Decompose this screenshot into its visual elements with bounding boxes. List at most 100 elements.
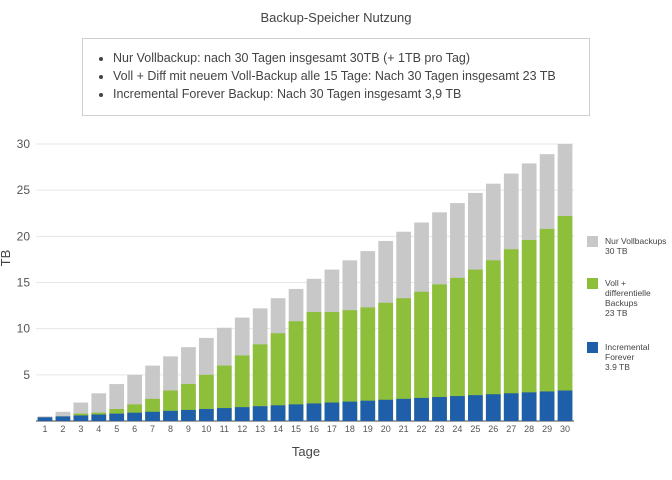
bar <box>503 249 519 421</box>
x-tick-label: 29 <box>542 424 552 434</box>
bar <box>414 397 429 421</box>
x-tick-label: 12 <box>237 424 247 434</box>
bar <box>342 401 358 421</box>
note-item: Incremental Forever Backup: Nach 30 Tage… <box>113 85 589 103</box>
y-tick-label: 10 <box>17 322 31 336</box>
bar <box>324 312 340 421</box>
bar <box>73 415 89 421</box>
chart-title: Backup-Speicher Nutzung <box>260 10 411 25</box>
bar <box>270 405 286 421</box>
y-axis-label: TB <box>0 250 13 267</box>
bar <box>396 398 411 421</box>
x-tick-label: 30 <box>560 424 570 434</box>
x-tick-label: 8 <box>168 424 173 434</box>
x-tick-label: 4 <box>96 424 101 434</box>
bar <box>360 400 376 421</box>
x-tick-label: 17 <box>327 424 337 434</box>
legend-swatch <box>587 342 598 353</box>
legend-label: Incremental <box>605 342 650 352</box>
x-tick-label: 18 <box>345 424 355 434</box>
x-tick-label: 24 <box>452 424 462 434</box>
x-tick-label: 25 <box>470 424 480 434</box>
bar <box>521 240 537 421</box>
x-tick-label: 28 <box>524 424 534 434</box>
legend-swatch <box>587 236 598 247</box>
bar <box>324 402 340 421</box>
x-axis-label: Tage <box>292 444 320 459</box>
bar <box>127 412 142 421</box>
y-tick-label: 30 <box>17 137 31 151</box>
bar <box>539 391 555 421</box>
bar <box>306 312 322 421</box>
x-tick-label: 13 <box>255 424 265 434</box>
y-tick-label: 25 <box>17 183 31 197</box>
x-tick-label: 20 <box>381 424 391 434</box>
bar <box>521 392 537 421</box>
y-tick-label: 20 <box>17 229 31 243</box>
bar <box>503 393 519 421</box>
x-tick-label: 26 <box>488 424 498 434</box>
x-axis: 1 2 3 4 5 6 7 8 9 10 11 12 13 14 15 16 17 18 19 20 21 22 23 24 2… <box>42 424 570 434</box>
x-tick-label: 22 <box>417 424 427 434</box>
bar <box>468 395 483 421</box>
bar <box>557 216 573 421</box>
note-item: Nur Vollbackup: nach 30 Tagen insgesamt … <box>113 49 589 67</box>
bar <box>216 365 232 421</box>
bar <box>306 403 322 421</box>
x-tick-label: 15 <box>291 424 301 434</box>
x-tick-label: 14 <box>273 424 283 434</box>
bar <box>252 406 268 421</box>
bar <box>216 408 232 421</box>
bar <box>234 355 250 421</box>
bar <box>360 307 376 421</box>
note-item: Voll + Diff mit neuem Voll-Backup alle 1… <box>113 67 589 85</box>
x-tick-label: 5 <box>114 424 119 434</box>
series-2 <box>37 390 573 421</box>
bar <box>234 407 250 421</box>
x-tick-label: 11 <box>220 424 229 434</box>
bar <box>539 228 555 421</box>
bar <box>432 284 447 421</box>
legend-label: differentielle <box>605 288 651 298</box>
bar <box>378 399 394 421</box>
bar <box>378 302 394 421</box>
x-tick-label: 23 <box>434 424 444 434</box>
bar <box>109 413 125 421</box>
y-tick-label: 15 <box>17 276 31 290</box>
bar <box>414 291 429 421</box>
bars <box>37 144 573 421</box>
bar <box>288 321 304 421</box>
y-axis: 5 10 15 20 25 30 <box>17 137 31 382</box>
x-tick-label: 6 <box>132 424 137 434</box>
x-tick-label: 2 <box>60 424 65 434</box>
bar <box>468 269 483 421</box>
x-tick-label: 10 <box>201 424 211 434</box>
bar <box>55 416 71 421</box>
notes-list: Nur Vollbackup: nach 30 Tagen insgesamt … <box>83 39 589 103</box>
series-1 <box>37 216 573 421</box>
bar <box>450 277 465 421</box>
bar <box>181 409 196 421</box>
x-tick-label: 7 <box>150 424 155 434</box>
y-tick-label: 5 <box>23 368 30 382</box>
bar <box>342 310 358 421</box>
bar <box>288 404 304 421</box>
x-tick-label: 21 <box>399 424 409 434</box>
x-tick-label: 19 <box>363 424 373 434</box>
legend-label: Nur Vollbackups <box>605 236 666 246</box>
bar <box>485 394 501 421</box>
bar <box>37 417 53 421</box>
legend-label: Voll + <box>605 278 626 288</box>
x-tick-label: 1 <box>42 424 47 434</box>
bar <box>485 260 501 421</box>
grid <box>36 143 574 422</box>
x-tick-label: 27 <box>506 424 516 434</box>
x-tick-label: 3 <box>78 424 83 434</box>
x-tick-label: 9 <box>186 424 191 434</box>
bar <box>91 414 107 421</box>
bar <box>450 396 465 421</box>
legend-label: 23 TB <box>605 308 628 318</box>
legend-label: 30 TB <box>605 246 628 256</box>
legend-label: Backups <box>605 298 638 308</box>
